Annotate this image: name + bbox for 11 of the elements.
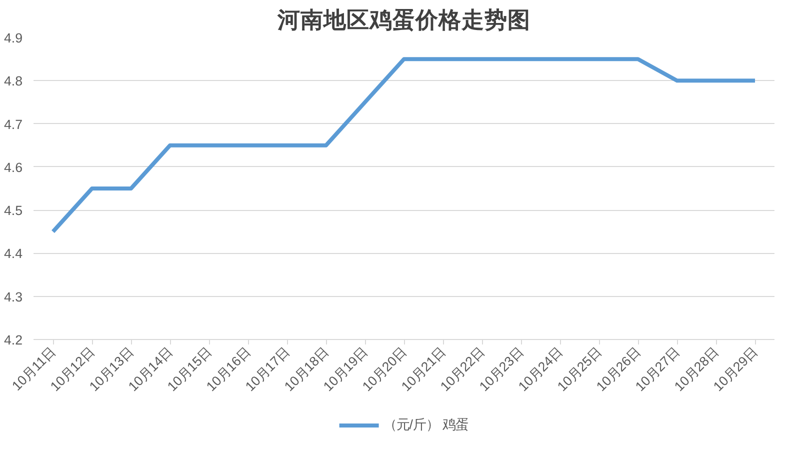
y-tick-label: 4.4 xyxy=(4,246,24,262)
y-tick-label: 4.6 xyxy=(4,160,23,175)
y-tick-label: 4.2 xyxy=(4,332,23,348)
legend-label: （元/斤） 鸡蛋 xyxy=(383,416,469,434)
chart-title: 河南地区鸡蛋价格走势图 xyxy=(276,8,530,32)
y-tick-label: 4.8 xyxy=(4,74,23,89)
y-tick-label: 4.5 xyxy=(4,203,23,218)
line-series xyxy=(51,57,757,234)
y-tick-label: 4.9 xyxy=(4,30,23,46)
y-tick-label: 4.3 xyxy=(4,289,23,304)
y-tick-label: 4.7 xyxy=(4,116,23,132)
